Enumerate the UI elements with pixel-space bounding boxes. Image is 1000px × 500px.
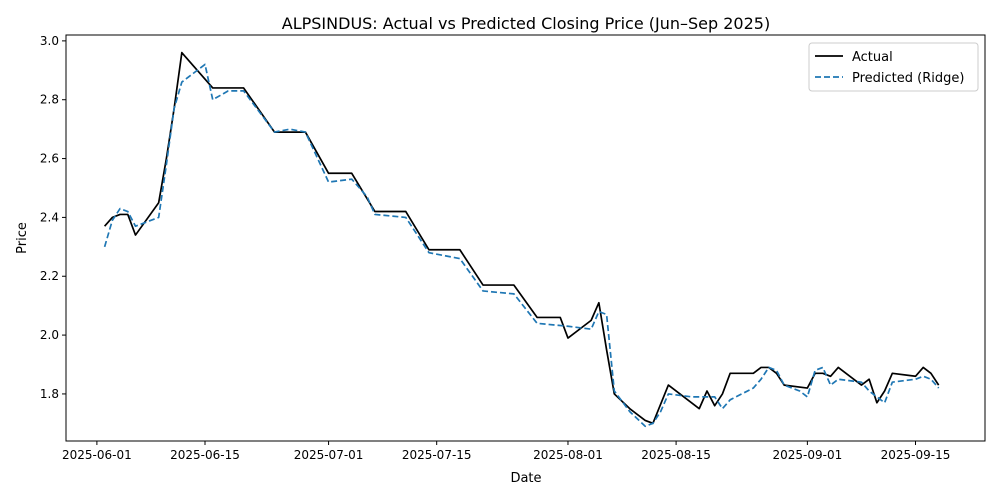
x-tick-label: 2025-06-01 xyxy=(62,448,132,462)
predicted-ridge-line xyxy=(103,63,940,428)
y-axis-title: Price xyxy=(15,222,30,254)
x-tick-label: 2025-09-01 xyxy=(773,448,843,462)
x-axis: 2025-06-01 2025-06-15 2025-07-01 2025-07-15… xyxy=(62,441,950,462)
x-tick-label: 2025-06-15 xyxy=(170,448,240,462)
y-tick-label: 2.0 xyxy=(40,328,59,342)
x-tick-label: 2025-07-15 xyxy=(402,448,472,462)
x-tick-label: 2025-09-15 xyxy=(881,448,951,462)
y-tick-label: 2.6 xyxy=(40,152,59,166)
plot-frame xyxy=(65,34,986,442)
y-tick-label: 2.8 xyxy=(40,93,59,107)
y-tick-label: 1.8 xyxy=(40,387,59,401)
legend-label-actual: Actual xyxy=(852,50,893,65)
y-tick-label: 2.4 xyxy=(40,210,59,224)
legend: Actual Predicted (Ridge) xyxy=(808,42,979,92)
plot-area xyxy=(103,51,940,428)
x-tick-label: 2025-08-15 xyxy=(641,448,711,462)
chart-title: ALPSINDUS: Actual vs Predicted Closing P… xyxy=(282,14,770,33)
y-tick-label: 2.2 xyxy=(40,269,59,283)
x-axis-title: Date xyxy=(510,471,541,486)
actual-line xyxy=(103,51,940,425)
legend-frame xyxy=(808,42,979,92)
legend-label-predicted: Predicted (Ridge) xyxy=(852,71,964,86)
y-tick-label: 3.0 xyxy=(40,34,59,48)
x-tick-label: 2025-08-01 xyxy=(533,448,603,462)
y-axis: 1.8 2.0 2.2 2.4 2.6 2.8 3.0 xyxy=(40,34,66,401)
x-tick-label: 2025-07-01 xyxy=(294,448,364,462)
